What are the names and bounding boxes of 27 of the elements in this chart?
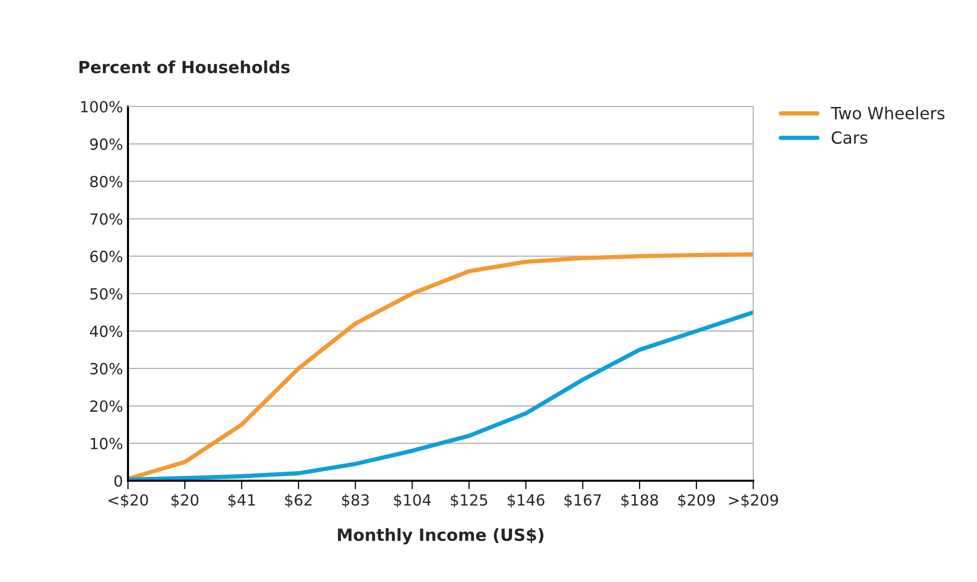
y-tick-label: 0 <box>114 475 122 487</box>
y-tick-label: 50% <box>90 288 122 300</box>
y-tick-label: 10% <box>90 438 122 450</box>
y-tick-label: 30% <box>90 362 122 374</box>
x-tick-label: $41 <box>228 494 255 508</box>
x-tick-label: $209 <box>678 494 715 508</box>
x-tick-label: $104 <box>394 494 431 508</box>
x-tick-label: $125 <box>450 494 488 508</box>
y-tick-label: 80% <box>90 176 122 188</box>
x-axis-title: Monthly Income (US$) <box>338 528 544 544</box>
x-tick-label: <$20 <box>108 494 148 508</box>
y-tick-label: 100% <box>81 100 122 113</box>
y-tick-label: 90% <box>90 138 122 150</box>
x-tick-label: $167 <box>564 494 601 508</box>
x-tick-label: >$209 <box>729 494 778 508</box>
legend-label: Cars <box>832 131 868 144</box>
y-axis-title: Percent of Households <box>79 60 290 74</box>
y-tick-label: 40% <box>90 326 122 338</box>
y-tick-label: 20% <box>90 400 122 412</box>
x-tick-label: $146 <box>508 494 544 508</box>
legend-label: Two Wheelers <box>830 106 944 120</box>
x-tick-label: $188 <box>621 494 658 508</box>
y-tick-label: 70% <box>90 213 122 225</box>
x-tick-label: $20 <box>172 494 198 508</box>
y-tick-label: 60% <box>90 250 122 262</box>
x-tick-label: $83 <box>342 494 369 508</box>
x-tick-label: $62 <box>285 494 312 508</box>
